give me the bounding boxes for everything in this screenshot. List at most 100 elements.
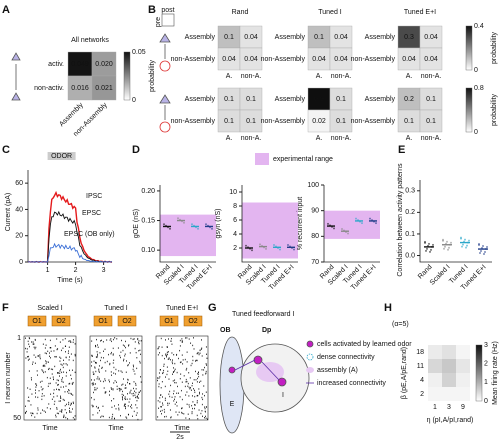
spike xyxy=(108,416,110,419)
spike xyxy=(35,389,36,391)
spike xyxy=(179,349,181,352)
point xyxy=(355,217,357,220)
spike xyxy=(205,363,207,365)
spike xyxy=(49,382,51,385)
spike xyxy=(112,389,114,391)
spike xyxy=(162,402,163,404)
spike xyxy=(161,346,163,348)
legend-entry: IPSC xyxy=(86,193,102,200)
spike xyxy=(68,383,70,385)
spike xyxy=(188,395,190,397)
spike xyxy=(41,392,43,395)
spike xyxy=(116,338,118,340)
spike xyxy=(135,414,137,416)
spike xyxy=(74,418,76,420)
spike xyxy=(28,343,30,345)
spike xyxy=(97,376,99,378)
spike xyxy=(95,356,97,358)
spike xyxy=(202,374,204,376)
spike xyxy=(104,391,106,393)
spike xyxy=(67,352,69,355)
spike xyxy=(91,365,92,367)
spike xyxy=(58,412,60,415)
spike xyxy=(186,367,188,370)
spike xyxy=(109,339,111,341)
spike xyxy=(54,345,56,347)
spike xyxy=(65,416,67,419)
heatmap-cell xyxy=(329,109,353,133)
spike xyxy=(46,407,48,409)
spike xyxy=(124,384,126,386)
spike xyxy=(35,356,37,358)
spike xyxy=(120,356,121,359)
spike xyxy=(68,389,70,392)
y-tick-label: 0.3 xyxy=(405,188,415,195)
spike xyxy=(53,350,55,352)
spike xyxy=(180,361,182,363)
spike xyxy=(98,406,99,409)
spike xyxy=(188,338,190,340)
spike xyxy=(191,404,193,407)
spike xyxy=(121,396,123,398)
spike xyxy=(119,388,121,390)
odor-box xyxy=(51,315,71,327)
point xyxy=(163,223,165,226)
spike xyxy=(93,383,95,385)
spike xyxy=(127,381,128,384)
odor-label: O2 xyxy=(122,318,131,325)
spike xyxy=(111,374,112,376)
spike xyxy=(125,416,127,418)
spike xyxy=(71,369,73,371)
axis-label: gOE (nS) xyxy=(133,209,140,238)
spike xyxy=(181,338,183,340)
spike xyxy=(61,411,63,413)
spike xyxy=(168,378,170,380)
spike xyxy=(129,383,131,385)
spike xyxy=(185,417,187,419)
spike xyxy=(96,362,97,364)
spike xyxy=(97,353,98,356)
spike xyxy=(189,377,191,379)
spike xyxy=(189,388,191,390)
spike xyxy=(63,359,64,361)
spike xyxy=(140,353,141,356)
spike xyxy=(71,383,73,386)
spike xyxy=(61,371,63,374)
spike xyxy=(201,355,203,357)
spike xyxy=(27,356,28,358)
spike xyxy=(58,400,60,402)
spike xyxy=(130,337,132,340)
spike xyxy=(57,384,58,386)
spike xyxy=(106,339,108,341)
heatmap-cell xyxy=(456,359,470,373)
spike xyxy=(201,396,203,399)
spike xyxy=(198,353,200,356)
spike xyxy=(56,412,58,415)
odor-label: O1 xyxy=(164,318,173,325)
spike xyxy=(181,407,183,409)
spike xyxy=(108,379,110,381)
spike xyxy=(127,393,129,395)
spike xyxy=(114,405,115,407)
spike xyxy=(176,405,178,407)
odor-label: O2 xyxy=(188,318,197,325)
spike xyxy=(136,357,138,359)
spike xyxy=(53,389,55,391)
row-label: non-Assembly xyxy=(261,118,306,125)
cell-value: 0.04 xyxy=(334,56,348,63)
spike xyxy=(172,362,174,365)
spike xyxy=(163,408,165,411)
spike xyxy=(128,401,130,403)
spike xyxy=(137,393,139,396)
spike xyxy=(25,337,27,339)
spike xyxy=(49,357,51,359)
panel-label: H xyxy=(384,302,392,314)
spike xyxy=(58,383,59,386)
spike xyxy=(117,347,119,349)
heatmap-cell xyxy=(428,359,442,373)
spike xyxy=(137,395,138,397)
spike xyxy=(196,401,198,404)
spike xyxy=(165,339,166,341)
spike xyxy=(49,352,50,354)
